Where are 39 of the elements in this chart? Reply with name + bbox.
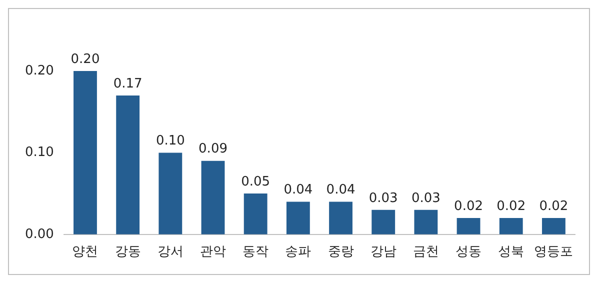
data-label: 0.20 [70,52,100,67]
data-label: 0.09 [198,142,228,157]
x-tick-label: 동작 [242,244,269,260]
x-tick-label: 성동 [456,244,482,260]
data-label: 0.03 [368,190,398,206]
x-tick-label: 강서 [157,244,184,260]
data-label: 0.02 [496,198,526,214]
x-tick-label: 송파 [285,244,312,260]
data-label: 0.02 [539,198,568,214]
x-tick-label: 관악 [200,244,226,260]
data-label: 0.04 [326,182,356,198]
bar [414,210,438,234]
bar [372,210,396,234]
bar [499,218,523,234]
y-tick-label: 0.20 [24,63,54,78]
data-label: 0.05 [241,174,270,190]
data-label: 0.04 [284,182,313,198]
bar [329,202,352,234]
x-tick-label: 강동 [114,244,141,260]
data-label: 0.17 [113,76,142,92]
x-tick-label: 금천 [412,244,439,260]
data-label: 0.10 [156,134,185,149]
bar [201,160,225,234]
bar [158,152,182,234]
bar [244,194,268,234]
y-tick-label: 0.10 [24,145,54,160]
x-tick-label: 성북 [498,244,524,260]
bar [116,96,140,234]
data-label: 0.02 [454,198,484,214]
x-tick-label: 양천 [72,244,98,260]
x-tick-label: 강남 [370,244,396,260]
x-tick-label: 중랑 [328,244,354,260]
bar [286,202,310,234]
y-tick-label: 0.00 [24,226,54,242]
bar [74,71,97,234]
x-tick-label: 영등포 [534,244,574,260]
bar [542,218,566,234]
bar [456,218,480,234]
data-label: 0.03 [411,190,440,206]
